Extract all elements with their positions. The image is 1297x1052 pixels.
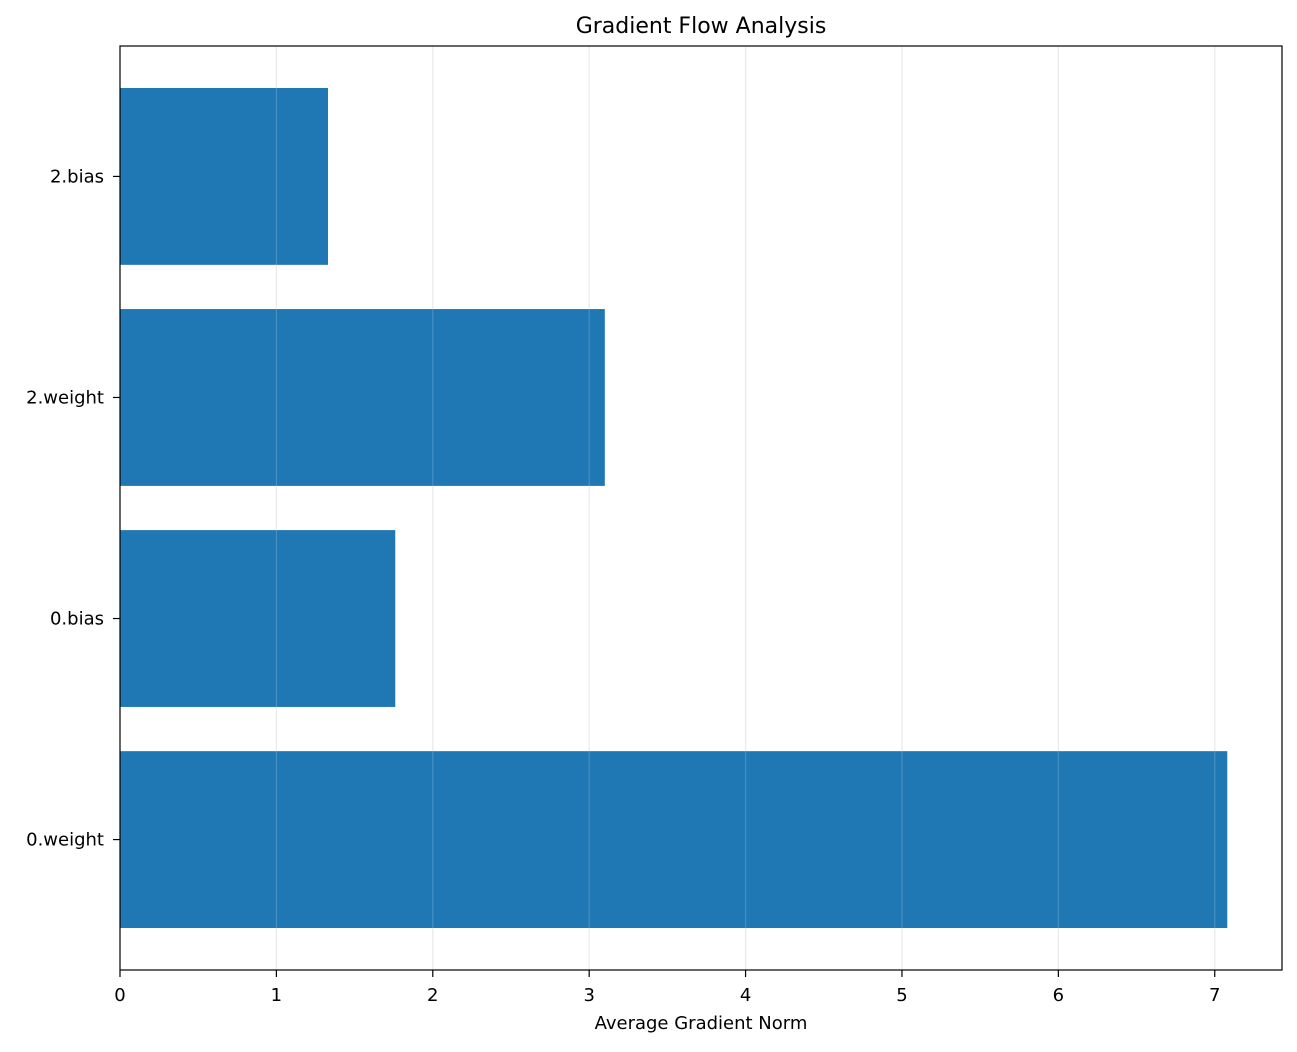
- chart-title: Gradient Flow Analysis: [576, 14, 827, 39]
- x-axis-label: Average Gradient Norm: [595, 1013, 808, 1034]
- bars-layer: [120, 46, 1228, 970]
- y-tick-label: 2.weight: [26, 387, 104, 408]
- x-tick-label: 3: [583, 985, 594, 1006]
- x-tick-label: 4: [740, 985, 751, 1006]
- x-axis: 0 1 2 3 4 5 6 7: [114, 970, 1220, 1006]
- bar-2.bias: [120, 88, 329, 265]
- x-tick-label: 7: [1209, 985, 1220, 1006]
- y-tick-label: 0.bias: [50, 609, 104, 630]
- bar-0.bias: [120, 530, 396, 707]
- bar-0.weight: [120, 751, 1228, 928]
- plot-frame: [119, 45, 1283, 971]
- bar-2.weight: [120, 309, 605, 486]
- x-tick-label: 1: [271, 985, 282, 1006]
- grid-layer: [275, 46, 1216, 970]
- y-axis: 0.weight 0.bias 2.weight 2.bias: [26, 166, 120, 851]
- x-tick-label: 2: [427, 985, 438, 1006]
- x-tick-label: 6: [1053, 985, 1064, 1006]
- y-tick-label: 0.weight: [26, 830, 104, 851]
- y-tick-label: 2.bias: [50, 166, 104, 187]
- x-tick-label: 5: [896, 985, 907, 1006]
- x-tick-label: 0: [114, 985, 125, 1006]
